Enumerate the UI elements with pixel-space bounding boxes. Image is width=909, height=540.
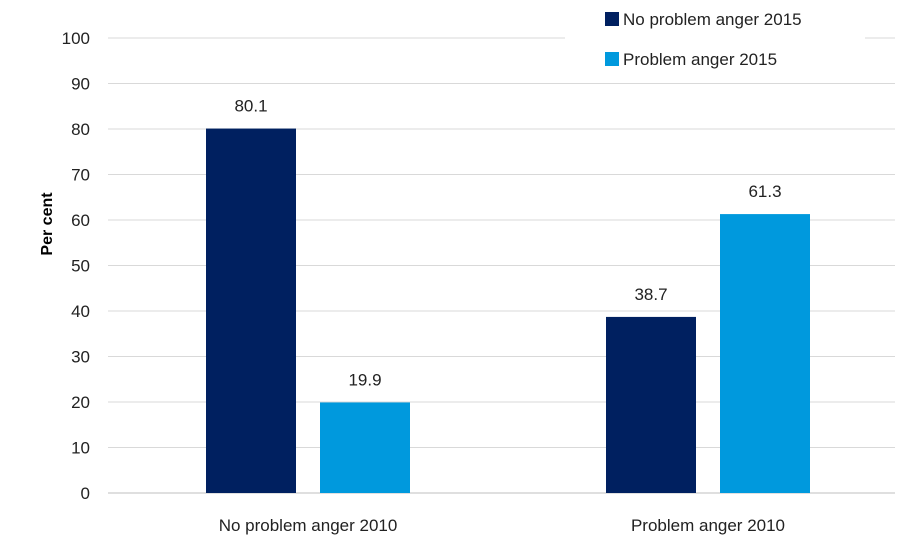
- data-label: 61.3: [748, 182, 781, 201]
- x-category-label: No problem anger 2010: [219, 516, 398, 535]
- y-tick-label: 0: [81, 484, 90, 503]
- y-tick-label: 90: [71, 75, 90, 94]
- y-axis-ticks: 0 10 20 30 40 50 60 70 80 90 100: [62, 29, 90, 503]
- data-label: 19.9: [348, 370, 381, 389]
- legend-swatch: [605, 52, 619, 66]
- y-tick-label: 70: [71, 166, 90, 185]
- y-tick-label: 50: [71, 257, 90, 276]
- bar: [206, 128, 296, 494]
- legend-label: No problem anger 2015: [623, 10, 802, 29]
- bar: [606, 316, 696, 493]
- bars: [206, 128, 810, 494]
- bar: [320, 402, 410, 493]
- legend: No problem anger 2015 Problem anger 2015: [565, 0, 865, 80]
- y-tick-label: 80: [71, 120, 90, 139]
- y-tick-label: 10: [71, 439, 90, 458]
- x-category-label: Problem anger 2010: [631, 516, 785, 535]
- data-labels: 80.1 19.9 38.7 61.3: [234, 97, 781, 390]
- x-axis-categories: No problem anger 2010 Problem anger 2010: [219, 516, 785, 535]
- y-tick-label: 60: [71, 211, 90, 230]
- y-tick-label: 30: [71, 348, 90, 367]
- y-axis-label: Per cent: [39, 192, 56, 256]
- data-label: 80.1: [234, 97, 267, 116]
- bar: [720, 214, 810, 493]
- y-tick-label: 100: [62, 29, 90, 48]
- y-tick-label: 20: [71, 393, 90, 412]
- y-tick-label: 40: [71, 302, 90, 321]
- data-label: 38.7: [634, 285, 667, 304]
- legend-swatch: [605, 12, 619, 26]
- legend-label: Problem anger 2015: [623, 50, 777, 69]
